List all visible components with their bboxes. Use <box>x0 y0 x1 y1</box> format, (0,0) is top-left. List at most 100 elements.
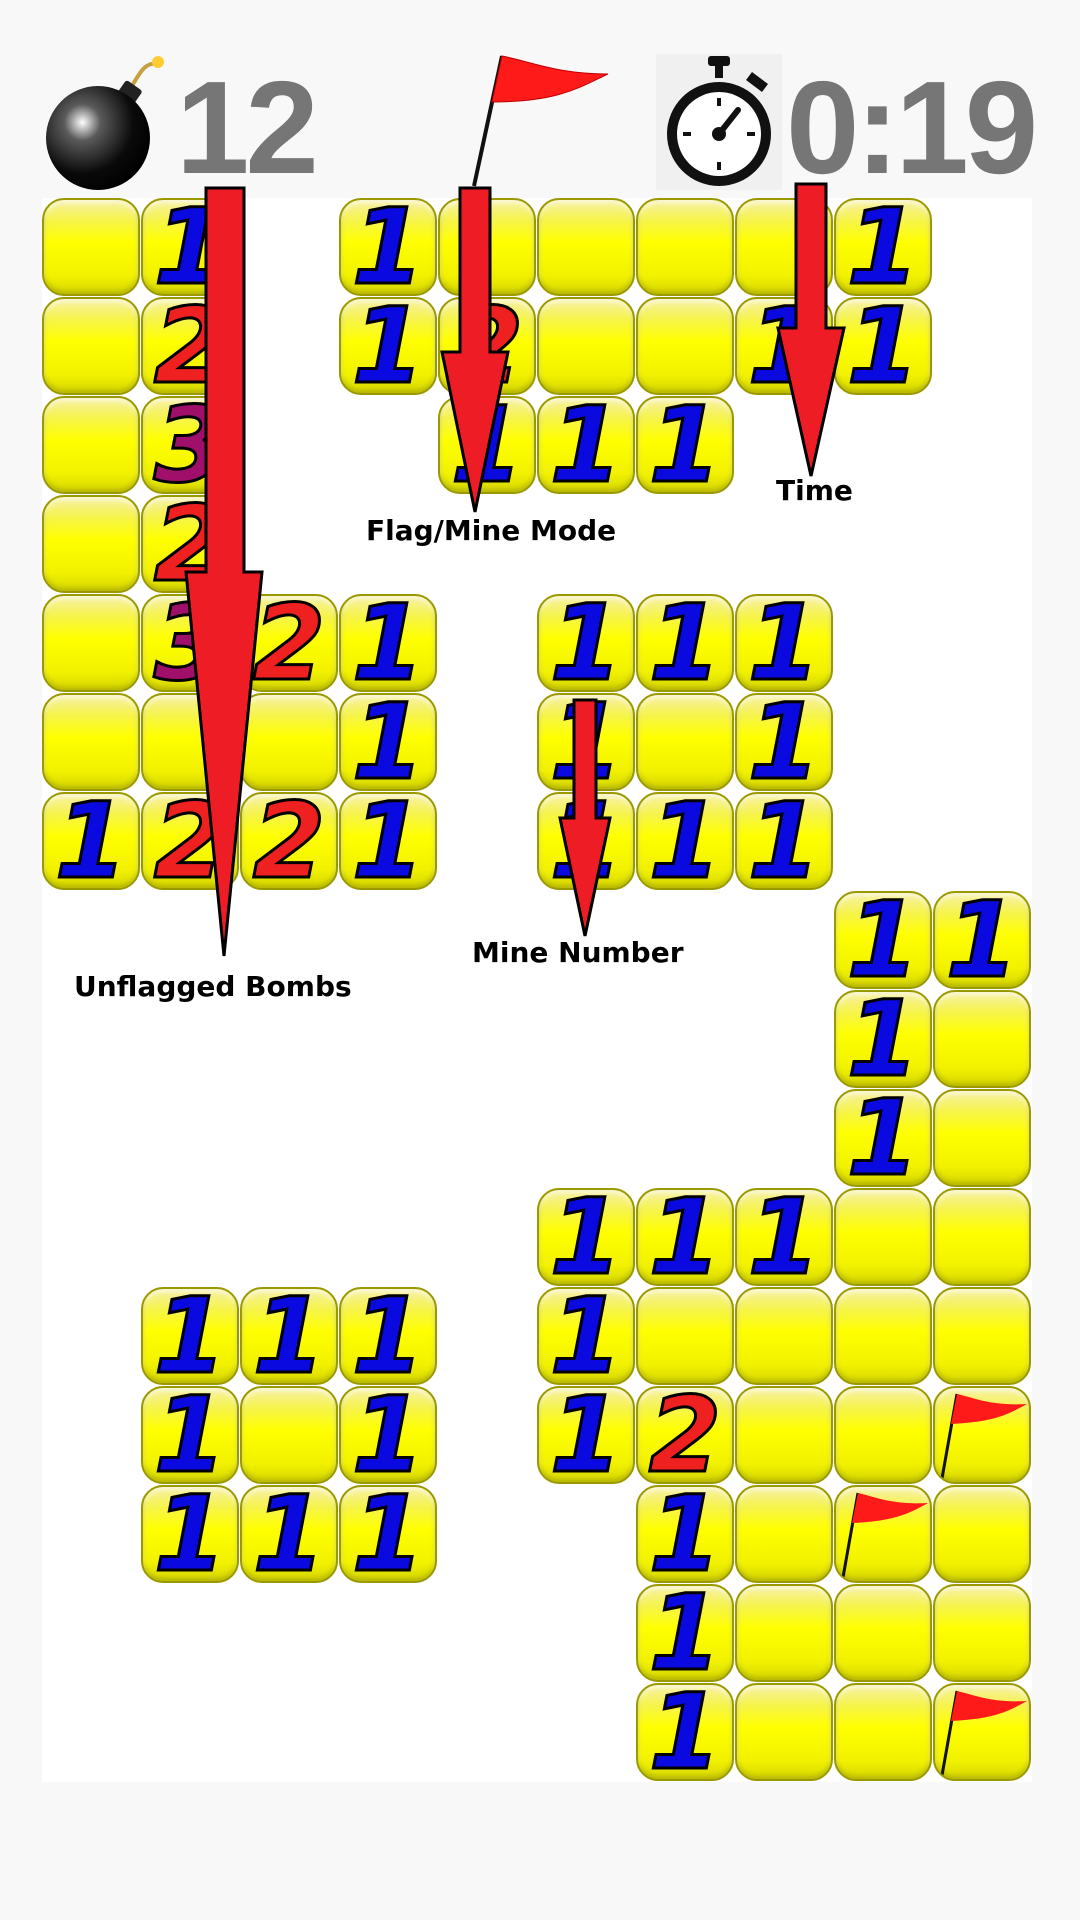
mine-number: 1 <box>350 693 425 791</box>
flagged-tile[interactable] <box>933 1386 1031 1484</box>
board-tile[interactable]: 1 <box>636 396 734 494</box>
board-tile[interactable] <box>735 1584 833 1682</box>
mine-number: 1 <box>350 1287 425 1385</box>
board-tile[interactable]: 1 <box>735 1188 833 1286</box>
board-tile[interactable]: 2 <box>240 594 338 692</box>
board-tile[interactable]: 1 <box>339 792 437 890</box>
board-tile[interactable] <box>636 693 734 791</box>
board-tile[interactable]: 3 <box>141 396 239 494</box>
board-tile[interactable] <box>42 297 140 395</box>
board-tile[interactable]: 1 <box>537 693 635 791</box>
board-tile[interactable]: 1 <box>339 297 437 395</box>
board-tile[interactable]: 1 <box>834 1089 932 1187</box>
board-tile[interactable] <box>834 1188 932 1286</box>
flagged-tile[interactable] <box>834 1485 932 1583</box>
board-tile[interactable] <box>933 1485 1031 1583</box>
board-tile[interactable]: 3 <box>141 594 239 692</box>
board-tile[interactable] <box>735 1683 833 1781</box>
board-tile[interactable]: 2 <box>636 1386 734 1484</box>
board-tile[interactable]: 1 <box>537 1188 635 1286</box>
board-tile[interactable]: 1 <box>735 297 833 395</box>
board-tile[interactable] <box>42 594 140 692</box>
board-tile[interactable] <box>141 693 239 791</box>
board-tile[interactable]: 1 <box>141 1485 239 1583</box>
board-tile[interactable]: 1 <box>339 1287 437 1385</box>
board-tile[interactable] <box>537 198 635 296</box>
board-tile[interactable]: 1 <box>933 891 1031 989</box>
board-tile[interactable] <box>933 1089 1031 1187</box>
mine-number: 1 <box>845 990 920 1088</box>
board-tile[interactable]: 1 <box>339 1386 437 1484</box>
board-tile[interactable] <box>834 1287 932 1385</box>
board-tile[interactable]: 1 <box>636 594 734 692</box>
board-tile[interactable] <box>735 1386 833 1484</box>
board-tile[interactable] <box>240 1386 338 1484</box>
board-tile[interactable]: 1 <box>240 1485 338 1583</box>
board-tile[interactable] <box>42 495 140 593</box>
board-tile[interactable] <box>537 297 635 395</box>
board-tile[interactable]: 1 <box>537 594 635 692</box>
board-tile[interactable]: 1 <box>141 1287 239 1385</box>
board-tile[interactable]: 1 <box>42 792 140 890</box>
board-tile[interactable]: 1 <box>537 396 635 494</box>
board-tile[interactable]: 1 <box>636 1683 734 1781</box>
board-tile[interactable] <box>42 693 140 791</box>
mine-number: 1 <box>845 297 920 395</box>
board-tile[interactable]: 1 <box>537 1287 635 1385</box>
board-tile[interactable]: 2 <box>141 792 239 890</box>
mine-number: 2 <box>152 297 227 395</box>
mine-number: 1 <box>647 1188 722 1286</box>
board-tile[interactable] <box>834 1683 932 1781</box>
board-tile[interactable] <box>636 1287 734 1385</box>
board-tile[interactable] <box>735 1287 833 1385</box>
flag-mode-toggle[interactable] <box>462 52 612 192</box>
board-tile[interactable]: 1 <box>834 297 932 395</box>
board-tile[interactable]: 1 <box>636 1584 734 1682</box>
mine-number: 1 <box>350 1386 425 1484</box>
board-tile[interactable] <box>735 1485 833 1583</box>
board-tile[interactable]: 1 <box>735 693 833 791</box>
board-tile[interactable]: 1 <box>141 198 239 296</box>
board-tile[interactable]: 1 <box>339 1485 437 1583</box>
board-tile[interactable]: 2 <box>240 792 338 890</box>
board-tile[interactable]: 1 <box>735 792 833 890</box>
mine-number: 1 <box>548 792 623 890</box>
board-tile[interactable] <box>42 198 140 296</box>
mine-number: 1 <box>746 1188 821 1286</box>
board-tile[interactable]: 1 <box>240 1287 338 1385</box>
board-tile[interactable] <box>834 1584 932 1682</box>
board-tile[interactable] <box>834 1386 932 1484</box>
board-tile[interactable] <box>636 198 734 296</box>
board-tile[interactable]: 1 <box>834 198 932 296</box>
board-tile[interactable]: 1 <box>537 792 635 890</box>
board-tile[interactable]: 1 <box>636 792 734 890</box>
board-tile[interactable]: 1 <box>636 1485 734 1583</box>
flagged-tile[interactable] <box>933 1683 1031 1781</box>
board-tile[interactable] <box>933 1287 1031 1385</box>
board-tile[interactable] <box>240 693 338 791</box>
board-tile[interactable]: 1 <box>537 1386 635 1484</box>
mine-number: 1 <box>251 1485 326 1583</box>
board-tile[interactable]: 1 <box>339 594 437 692</box>
board-tile[interactable]: 1 <box>438 396 536 494</box>
board-tile[interactable] <box>735 198 833 296</box>
board-tile[interactable] <box>636 297 734 395</box>
board-tile[interactable] <box>438 198 536 296</box>
mine-number: 3 <box>152 396 227 494</box>
board-tile[interactable]: 1 <box>834 990 932 1088</box>
board-tile[interactable]: 1 <box>834 891 932 989</box>
board-tile[interactable]: 1 <box>735 594 833 692</box>
board-tile[interactable]: 1 <box>636 1188 734 1286</box>
mine-number: 1 <box>350 1485 425 1583</box>
label-unflagged-bombs: Unflagged Bombs <box>74 970 352 1003</box>
board-tile[interactable] <box>933 990 1031 1088</box>
board-tile[interactable]: 1 <box>339 198 437 296</box>
board-tile[interactable]: 1 <box>141 1386 239 1484</box>
board-tile[interactable]: 2 <box>141 297 239 395</box>
board-tile[interactable] <box>42 396 140 494</box>
board-tile[interactable] <box>933 1584 1031 1682</box>
board-tile[interactable]: 2 <box>141 495 239 593</box>
board-tile[interactable]: 1 <box>339 693 437 791</box>
board-tile[interactable] <box>933 1188 1031 1286</box>
board-tile[interactable]: 2 <box>438 297 536 395</box>
